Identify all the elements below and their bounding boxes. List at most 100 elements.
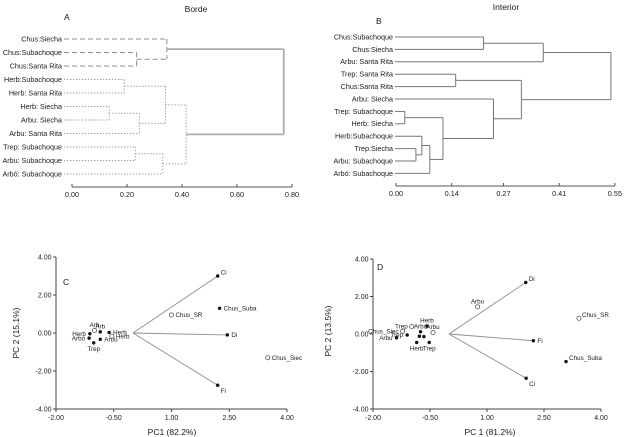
pca-point-label: Arb	[95, 323, 105, 330]
panel-b-title: Interior	[492, 2, 520, 12]
pca-point-label: Trep	[87, 346, 100, 353]
pca-point-dot-marker	[405, 333, 409, 337]
dendrogram-leaf-label: Arbu: Siecha	[21, 115, 62, 124]
x-axis-tick-label: 1.00	[480, 415, 494, 422]
x-axis-tick-label: 2.50	[222, 415, 236, 422]
pca-vector	[448, 333, 527, 379]
distance-axis-tick-label: 0.14	[445, 189, 459, 198]
pca-point-open-marker	[576, 315, 582, 321]
dendrogram-leaf-label: Chus:Subachoque	[334, 32, 393, 41]
dendrogram-leaf-label: Chus:Santa Rita	[10, 61, 62, 70]
pca-vector	[448, 333, 534, 342]
pca-point-label: Arbó	[72, 335, 86, 342]
pca-point-open-marker	[409, 324, 415, 330]
pca-point-open-marker	[474, 304, 480, 310]
pca-point-dot-marker	[217, 306, 222, 310]
dendrogram-leaf-label: Chus:Santa Rita	[341, 82, 393, 91]
distance-axis-tick-label: 0.20	[120, 190, 134, 199]
y-axis-tick-label: -4.00	[353, 406, 369, 413]
pca-point-open-marker	[265, 355, 271, 361]
panel-c-x-axis-label: PC1 (82.2%)	[147, 427, 197, 437]
distance-axis-tick-label: 0.41	[552, 189, 566, 198]
y-axis-tick-label: 0.00	[355, 331, 369, 338]
panel-d-y-axis-label: PC 2 (13.5%)	[323, 305, 333, 357]
dendrogram-leaf-label: Arbu: Subachoque	[2, 156, 62, 165]
pca-point-label: Fi	[221, 388, 226, 395]
panel-d-x-axis-label: PC 1 (81.2%)	[464, 427, 516, 437]
pca-vector	[132, 275, 218, 334]
dendrogram-leaf-label: Arbu: Santa Rita	[9, 129, 62, 138]
dendrogram-leaf-label: Arbu: Subachoque	[333, 156, 393, 165]
dendrogram-leaf-label: Herb:Subachoque	[4, 75, 62, 84]
dendrogram-leaf-label: Arbu: Siecha	[352, 94, 393, 103]
pca-point-label: Trep	[395, 324, 408, 331]
pca-point-dot-marker	[98, 337, 102, 341]
y-axis-tick-label: 2.00	[38, 292, 52, 299]
x-axis-tick-label: -0.50	[106, 415, 122, 422]
pca-point-dot-marker	[88, 332, 92, 336]
pca-point-label: Herb	[410, 345, 424, 352]
distance-axis-tick-label: 0.60	[230, 190, 244, 199]
panel-a-letter: A	[64, 12, 70, 22]
x-axis-tick-label: -0.50	[422, 415, 438, 422]
pca-point-label: Arbó	[414, 323, 428, 330]
pca-point-open-marker	[92, 327, 98, 333]
dendrogram-leaf-label: Herb: Santa Rita	[9, 88, 62, 97]
dendrogram-leaf-label: Herb: Siecha	[20, 102, 62, 111]
pca-point-dot-marker	[418, 330, 423, 334]
x-axis-tick-label: 2.50	[537, 415, 551, 422]
pca-point-label: Arbu	[426, 324, 440, 331]
pca-vector	[132, 332, 218, 386]
pca-point-label: Trep	[423, 345, 436, 352]
distance-axis-tick-label: 0.80	[285, 190, 299, 199]
distance-axis-tick-label: 0.40	[175, 190, 189, 199]
pca-biplot-interior: -2.00 -0.50 1.00 2.50 4.00 4.00 2.00 0.00 -2.00 -…	[353, 256, 610, 422]
pca-point-label: Arbu	[471, 298, 485, 305]
pca-point-dot-marker	[87, 336, 91, 340]
y-axis-tick-label: 4.00	[355, 256, 369, 263]
dendrogram-leaf-label: Chus:Siecha	[21, 34, 62, 43]
pca-point-dot-marker	[92, 341, 96, 345]
y-axis-tick-label: -2.00	[353, 369, 369, 376]
distance-axis-tick-label: 0.27	[496, 189, 510, 198]
distance-axis-tick-label: 0.55	[608, 189, 622, 198]
y-axis-tick-label: -2.00	[36, 368, 52, 375]
dendrogram-leaf-label: Chus:Siecha	[352, 45, 393, 54]
dendrogram-leaf-label: Arbó: Subachoque	[333, 169, 393, 178]
panel-b-letter: B	[376, 16, 382, 26]
y-axis-tick-label: 0.00	[38, 330, 52, 337]
pca-point-label: Chus_Siec	[272, 355, 302, 362]
pca-point-label: Trep	[390, 332, 403, 339]
pca-point-label: Di	[529, 276, 535, 283]
pca-point-label: Herb	[113, 330, 127, 337]
pca-point-label: Herb	[116, 333, 130, 340]
y-axis-tick-label: 2.00	[355, 294, 369, 301]
x-axis-tick-label: 4.00	[280, 415, 294, 422]
panel-d-letter: D	[377, 262, 384, 272]
pca-vector	[132, 332, 228, 336]
panel-a-title: Borde	[184, 4, 208, 14]
pca-point-open-marker	[109, 333, 115, 339]
pca-point-open-marker	[430, 330, 436, 336]
pca-point-dot-marker	[524, 280, 528, 285]
pca-point-open-marker	[168, 312, 174, 318]
pca-point-label: Chus_SR	[176, 312, 203, 319]
pca-point-dot-marker	[107, 330, 111, 335]
dendrogram-leaf-label: Arbó: Subachoque	[2, 169, 62, 178]
dendrogram-leaf-label: Trep: Subachoque	[3, 142, 62, 151]
dendrogram-borde: Chus:Siecha Chus:Subachoque Chus:Santa Rit…	[2, 34, 299, 199]
pca-point-label: Arb	[90, 322, 100, 329]
pca-point-dot-marker	[415, 340, 419, 345]
dendrogram-interior: Chus:Subachoque Chus:Siecha Arbu: Santa Ri…	[333, 32, 622, 198]
pca-point-dot-marker	[216, 383, 220, 387]
dendrogram-leaf-label: Trep: Subachoque	[334, 107, 393, 116]
x-axis-tick-label: -2.00	[48, 415, 64, 422]
pca-point-label: Arbu	[379, 335, 393, 342]
pca-point-dot-marker	[524, 376, 528, 380]
pca-point-dot-marker	[394, 336, 399, 340]
panel-c-letter: C	[63, 277, 70, 287]
pca-point-label: Chus_Suba	[569, 355, 602, 362]
x-axis-tick-label: -2.00	[365, 415, 381, 422]
pca-point-label: Herb	[420, 318, 434, 325]
